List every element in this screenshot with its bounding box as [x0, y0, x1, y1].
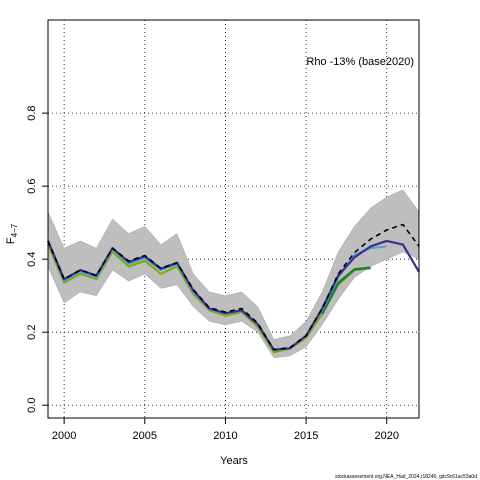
x-tick-label: 2020 [374, 430, 398, 442]
x-tick-label: 2010 [213, 430, 237, 442]
plot-frame [47, 19, 420, 419]
y-tick-label: 0.2 [26, 325, 38, 340]
y-axis-title-main: F [5, 237, 17, 244]
x-axis: 2000 2005 2010 2015 2020 [52, 418, 399, 442]
y-tick-label: 0.0 [26, 398, 38, 413]
footer-credit: stockassessment.org,NEA_Had_2024,r18240,… [335, 474, 477, 480]
series-line-2 [321, 266, 371, 315]
y-axis-title-sub: 4−7 [10, 223, 19, 237]
x-axis-title: Years [220, 455, 248, 467]
series-line-1 [47, 244, 371, 354]
x-tick-label: 2000 [52, 430, 76, 442]
series-line-5 [47, 223, 420, 351]
y-tick-label: 0.8 [26, 105, 38, 120]
y-tick-label: 0.4 [26, 252, 38, 267]
x-tick-label: 2015 [294, 430, 318, 442]
y-axis-title: F4−7 [5, 223, 19, 244]
chart-annotation: Rho -13% (base2020) [306, 56, 414, 68]
svg-text:F4−7: F4−7 [5, 223, 19, 244]
x-tick-label: 2005 [133, 430, 157, 442]
y-tick-label: 0.6 [26, 178, 38, 193]
series-layer [46, 223, 420, 354]
y-axis: 0.0 0.2 0.4 0.6 0.8 [26, 105, 48, 413]
